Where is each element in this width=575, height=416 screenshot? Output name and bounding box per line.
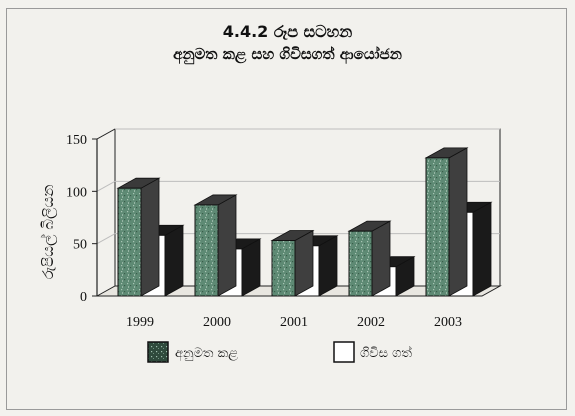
bar-agreed-side (318, 235, 338, 297)
chart-subtitle: අනුමත කළ සහ ගිවිසගත් ආයෝජන (173, 45, 402, 63)
bar-agreed-side (472, 201, 492, 297)
gridline-diagonal (96, 233, 116, 245)
y-axis-top (96, 128, 116, 140)
y-axis-label: රුපියල් බිලියන (39, 185, 57, 280)
bar-approved (348, 230, 373, 297)
legend: අනුමත කළ ගිවිස ගත් (147, 341, 412, 363)
y-tick-label: 100 (66, 185, 87, 200)
gridline-diagonal (96, 180, 116, 192)
y-tick-label: 150 (66, 133, 87, 148)
x-tick-label: 1999 (126, 315, 154, 330)
bar-agreed-side (164, 224, 184, 297)
x-axis-ticks: 1999 2000 2001 2002 2003 (126, 315, 462, 330)
legend-label-approved: අනුමත කළ (175, 346, 238, 361)
legend-label-agreed: ගිවිස ගත් (360, 345, 412, 361)
legend-swatch-agreed (333, 341, 355, 363)
bar-approved-side (371, 220, 391, 297)
bar-approved (117, 187, 142, 297)
bars (116, 147, 493, 297)
bar-approved-side (140, 177, 160, 297)
bar-approved (194, 204, 219, 297)
x-tick-label: 2003 (434, 315, 462, 330)
bar-approved-side (217, 194, 237, 297)
bar-approved (425, 157, 450, 297)
legend-swatch-approved (147, 341, 169, 363)
y-tick-label: 50 (73, 238, 87, 253)
chart-title: 4.4.2 රූප සටහන (222, 22, 353, 41)
bar-approved (271, 240, 296, 297)
x-tick-label: 2000 (203, 315, 231, 330)
y-tick-label: 0 (80, 290, 87, 305)
x-tick-label: 2002 (357, 315, 385, 330)
bar-approved-side (294, 229, 314, 297)
x-tick-label: 2001 (280, 315, 308, 330)
y-axis: 0 50 100 150 (66, 128, 116, 305)
bar-approved-side (448, 147, 468, 297)
